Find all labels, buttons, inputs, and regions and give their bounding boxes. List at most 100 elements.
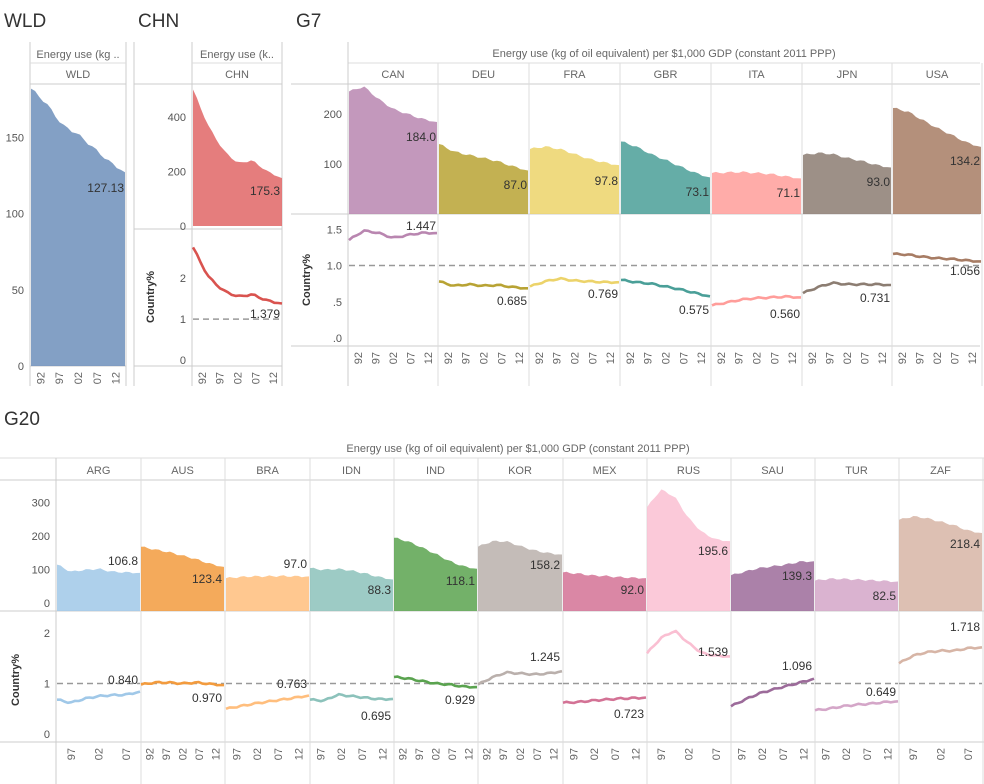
g7-area-value-label-jpn: 93.0: [867, 175, 891, 189]
g20-x-tick-idn-1: 02: [336, 748, 348, 760]
g7-x-tick-ita-3: 07: [769, 352, 781, 364]
g7-x-tick-can-3: 07: [406, 352, 418, 364]
g7-country-header-fra: FRA: [564, 69, 587, 81]
g20-line-bra: [225, 694, 310, 711]
g20-x-tick-tur-2: 07: [862, 748, 874, 760]
g20-x-tick-arg-1: 02: [94, 748, 106, 760]
g7-x-tick-can-4: 12: [423, 352, 435, 364]
wld-measure-header: Energy use (kg ..: [36, 49, 119, 61]
g7-line-can: [348, 229, 438, 242]
g20-x-tick-arg-2: 07: [121, 748, 133, 760]
g20-x-tick-sau-1: 02: [757, 748, 769, 760]
g20-line-value-label-zaf: 1.718: [950, 620, 980, 634]
g20-x-tick-aus-0: 92: [144, 748, 156, 760]
g7-x-tick-usa-2: 02: [932, 352, 944, 364]
g7-top-y-tick-1: 200: [324, 109, 342, 121]
chn-line: [191, 246, 283, 305]
g20-line-value-label-sau: 1.096: [782, 659, 812, 673]
g20-x-tick-rus-0: 97: [656, 748, 668, 760]
g7-country-header-deu: DEU: [472, 69, 495, 81]
g20-area-value-label-zaf: 218.4: [950, 537, 980, 551]
g20-line-value-label-mex: 0.723: [614, 707, 644, 721]
g20-line-value-label-tur: 0.649: [866, 685, 896, 699]
g7-area-value-label-ita: 71.1: [777, 186, 801, 200]
g7-x-tick-fra-4: 12: [605, 352, 617, 364]
chn-country-header: CHN: [225, 69, 249, 81]
g20-area-value-label-idn: 88.3: [368, 583, 392, 597]
g7-x-tick-ita-2: 02: [752, 352, 764, 364]
g20-area-tur: [815, 578, 898, 611]
g7-line-value-label-gbr: 0.575: [679, 303, 709, 317]
g20-country-pct-label: Country%: [10, 654, 22, 706]
g7-country-header-jpn: JPN: [837, 69, 858, 81]
chn-area: [193, 89, 282, 226]
g7-area-fra: [530, 146, 619, 214]
chn-section-title: CHN: [138, 11, 179, 32]
g20-x-tick-aus-4: 12: [211, 748, 223, 760]
chn-x-tick-0: 92: [197, 372, 209, 384]
g7-x-tick-gbr-3: 07: [678, 352, 690, 364]
g20-x-tick-sau-0: 97: [736, 748, 748, 760]
g20-line-idn: [309, 692, 394, 703]
g7-x-tick-deu-2: 02: [479, 352, 491, 364]
g20-bottom-y-tick-1: 1: [44, 679, 50, 691]
g20-x-tick-arg-0: 97: [66, 748, 78, 760]
g7-area-value-label-fra: 97.8: [595, 174, 619, 188]
g20-bottom-y-tick-0: 0: [44, 729, 50, 741]
g7-area-jpn: [803, 152, 891, 214]
g7-line-jpn: [802, 281, 891, 295]
g20-line-tur: [814, 700, 899, 712]
g20-country-header-idn: IDN: [342, 465, 361, 477]
g20-area-idn: [310, 567, 393, 611]
g7-x-tick-gbr-0: 92: [625, 352, 637, 364]
g20-line-value-label-kor: 1.245: [530, 650, 560, 664]
g7-country-header-can: CAN: [381, 69, 404, 81]
wld-area: [31, 88, 125, 366]
g20-x-tick-rus-2: 07: [711, 748, 723, 760]
g20-line-kor: [477, 669, 563, 686]
g20-section-title: G20: [4, 409, 40, 430]
chn-top-y-tick-1: 200: [168, 166, 186, 178]
g7-x-tick-deu-0: 92: [443, 352, 455, 364]
g7-x-tick-fra-1: 97: [552, 352, 564, 364]
g20-top-y-tick-2: 200: [32, 531, 50, 543]
g20-area-value-label-ind: 118.1: [446, 574, 475, 588]
g7-x-tick-jpn-3: 07: [860, 352, 872, 364]
g20-x-tick-tur-0: 97: [820, 748, 832, 760]
g7-x-tick-jpn-2: 02: [842, 352, 854, 364]
g20-x-tick-aus-2: 02: [178, 748, 190, 760]
g7-x-tick-jpn-4: 12: [877, 352, 889, 364]
g20-area-bra: [226, 575, 309, 611]
g20-x-tick-kor-3: 07: [532, 748, 544, 760]
g7-area-can: [349, 86, 437, 214]
g20-x-tick-ind-1: 97: [414, 748, 426, 760]
g7-country-header-gbr: GBR: [654, 69, 678, 81]
g7-x-tick-can-0: 92: [353, 352, 365, 364]
g7-x-tick-fra-3: 07: [587, 352, 599, 364]
g20-area-value-label-kor: 158.2: [530, 558, 560, 572]
g20-line-ind: [393, 675, 478, 689]
g7-line-value-label-deu: 0.685: [497, 294, 527, 308]
g20-x-tick-zaf-1: 02: [936, 748, 948, 760]
g7-country-pct-label: Country%: [301, 254, 313, 306]
chn-line-value-label: 1.379: [250, 307, 280, 321]
g20-x-tick-rus-1: 02: [684, 748, 696, 760]
g20-area-arg: [57, 564, 140, 611]
g7-x-tick-jpn-1: 97: [824, 352, 836, 364]
g7-area-usa: [893, 107, 981, 214]
g20-area-value-label-mex: 92.0: [621, 583, 645, 597]
wld-y-tick-0: 0: [18, 361, 24, 373]
wld-y-tick-2: 100: [6, 209, 24, 221]
g7-measure-header: Energy use (kg of oil equivalent) per $1…: [492, 48, 835, 60]
chn-panel: Energy use (k.. CHN Country%: [133, 42, 283, 386]
g7-line-value-label-usa: 1.056: [950, 264, 980, 278]
g20-x-tick-ind-3: 07: [447, 748, 459, 760]
g7-section-title: G7: [296, 11, 321, 32]
g20-country-header-arg: ARG: [87, 465, 111, 477]
g7-x-tick-usa-4: 12: [967, 352, 979, 364]
g20-country-header-sau: SAU: [761, 465, 784, 477]
g20-area-value-label-tur: 82.5: [873, 589, 897, 603]
g20-area-kor: [478, 540, 562, 611]
g7-line-fra: [529, 276, 620, 288]
g20-x-tick-zaf-0: 97: [908, 748, 920, 760]
